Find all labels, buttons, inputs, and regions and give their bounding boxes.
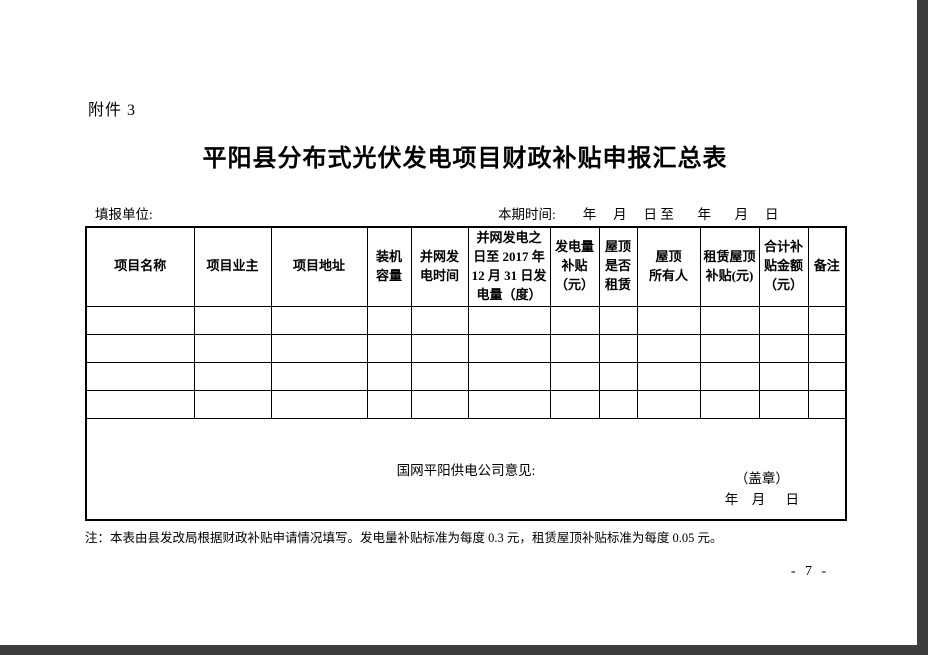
footnote: 注：本表由县发改局根据财政补贴申请情况填写。发电量补贴标准为每度 0.3 元，租… [85, 531, 723, 545]
form-unit-label: 填报单位: [95, 207, 153, 222]
table-cell [410, 389, 469, 419]
table-cell [193, 305, 272, 335]
seal-label: （盖章） [734, 471, 789, 487]
table-cell [598, 333, 638, 363]
table-cell [467, 305, 551, 335]
column-header-project-name: 项目名称 [85, 226, 195, 307]
table-cell [366, 305, 412, 335]
table-cell [85, 361, 195, 391]
table-cell [636, 305, 701, 335]
table-cell [549, 333, 600, 363]
column-header-generation-volume: 并网发电之 日至 2017 年 12 月 31 日发 电量（度） [467, 226, 551, 307]
empty-rows-body [85, 305, 847, 419]
table-cell [636, 389, 701, 419]
table-cell [758, 333, 809, 363]
table-row [85, 305, 847, 335]
column-header-project-owner: 项目业主 [193, 226, 272, 307]
header-row: 项目名称 项目业主 项目地址 装机 容量 并网发 电时间 并网发电之 日至 20… [85, 226, 847, 307]
seal-block: （盖章） 年 月 日 [725, 469, 799, 511]
table-cell [193, 333, 272, 363]
table-cell [758, 361, 809, 391]
page-title: 平阳县分布式光伏发电项目财政补贴申报汇总表 [202, 146, 728, 172]
table-row [85, 333, 847, 363]
table-cell [366, 333, 412, 363]
table-cell [699, 305, 760, 335]
table-cell [85, 305, 195, 335]
table-cell [193, 361, 272, 391]
column-header-roof-leased: 屋顶 是否 租赁 [598, 226, 638, 307]
table-cell [598, 361, 638, 391]
column-header-roof-owner: 屋顶 所有人 [636, 226, 701, 307]
page-number: - 7 - [790, 564, 830, 579]
table-row [85, 389, 847, 419]
table-cell [807, 361, 847, 391]
table-cell [270, 305, 368, 335]
page-edge-bottom [0, 645, 928, 655]
table-cell [758, 389, 809, 419]
table-cell [699, 361, 760, 391]
table-cell [366, 389, 412, 419]
table-cell [410, 333, 469, 363]
table-cell [699, 389, 760, 419]
table-cell [85, 333, 195, 363]
attachment-label: 附件 3 [88, 102, 137, 119]
column-header-remarks: 备注 [807, 226, 847, 307]
period-line: 本期时间: 年 月 日 至 年 月 日 [498, 207, 779, 222]
column-header-project-address: 项目地址 [270, 226, 368, 307]
table-cell [549, 305, 600, 335]
utility-opinion-label: 国网平阳供电公司意见: [396, 462, 536, 478]
column-header-grid-connection-time: 并网发 电时间 [410, 226, 469, 307]
table-cell [410, 361, 469, 391]
table-cell [85, 389, 195, 419]
table-row [85, 361, 847, 391]
column-header-total-subsidy: 合计补 贴金额 （元） [758, 226, 809, 307]
column-header-installed-capacity: 装机 容量 [366, 226, 412, 307]
table-cell [598, 389, 638, 419]
table-cell [270, 333, 368, 363]
table-cell [549, 389, 600, 419]
opinion-row: 国网平阳供电公司意见: （盖章） 年 月 日 [85, 417, 847, 521]
table-cell [636, 361, 701, 391]
table-cell [807, 389, 847, 419]
table-cell [636, 333, 701, 363]
table-cell [410, 305, 469, 335]
table-cell [270, 361, 368, 391]
table-cell [807, 305, 847, 335]
table-cell [699, 333, 760, 363]
subsidy-summary-table: 项目名称 项目业主 项目地址 装机 容量 并网发 电时间 并网发电之 日至 20… [85, 226, 847, 521]
seal-date-line: 年 月 日 [724, 492, 799, 508]
table-cell [467, 389, 551, 419]
table-cell [807, 333, 847, 363]
table-cell [270, 389, 368, 419]
table-cell [549, 361, 600, 391]
column-header-generation-subsidy: 发电量 补贴 （元） [549, 226, 600, 307]
table-cell [598, 305, 638, 335]
table-cell [467, 361, 551, 391]
table-cell [366, 361, 412, 391]
table-cell [193, 389, 272, 419]
page-edge-right [917, 0, 928, 655]
utility-opinion-cell: 国网平阳供电公司意见: （盖章） 年 月 日 [85, 417, 847, 521]
column-header-roof-lease-subsidy: 租赁屋顶 补贴(元) [699, 226, 760, 307]
table-cell [758, 305, 809, 335]
table-cell [467, 333, 551, 363]
